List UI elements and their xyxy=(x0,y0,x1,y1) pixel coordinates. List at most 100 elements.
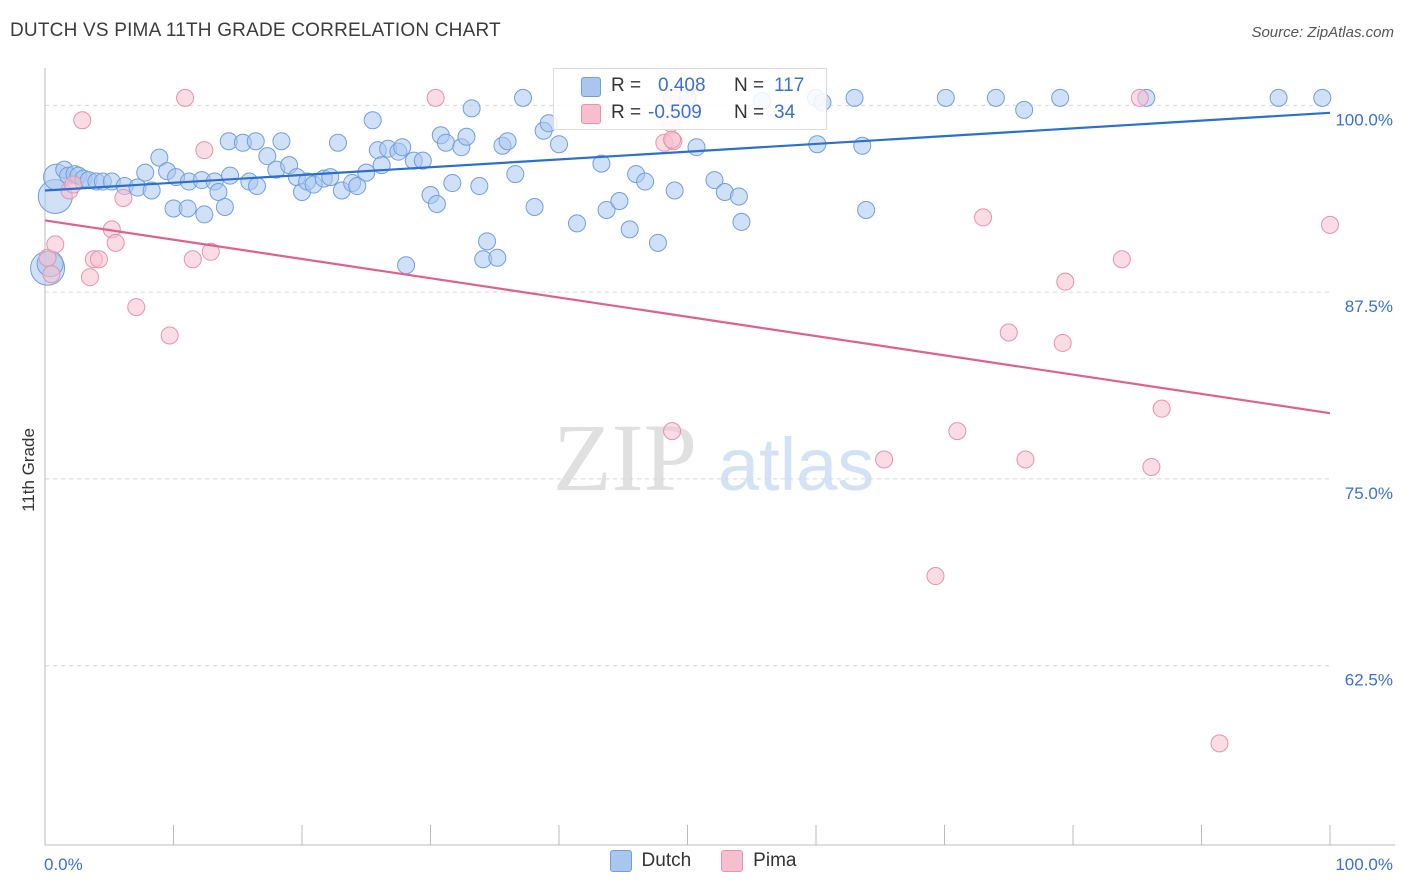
y-tick-label: 87.5% xyxy=(1345,297,1393,316)
pima-point xyxy=(1016,450,1035,469)
dutch-point xyxy=(462,99,481,118)
pima-point xyxy=(1210,734,1229,753)
source-credit: Source: ZipAtlas.com xyxy=(1251,24,1394,41)
dutch-point xyxy=(436,133,455,152)
pima-point xyxy=(426,88,445,107)
dutch-point xyxy=(328,133,347,152)
legend-item-pima[interactable]: Pima xyxy=(721,850,796,872)
pima-point xyxy=(80,268,99,287)
dutch-point xyxy=(567,214,586,233)
y-axis-label: 11th Grade xyxy=(19,428,38,512)
pima-point xyxy=(974,208,993,227)
pima-point xyxy=(663,422,682,441)
dutch-point xyxy=(729,187,748,206)
pima-point xyxy=(195,141,214,160)
pima-n-label: N = xyxy=(734,102,765,123)
pima-point xyxy=(1056,272,1075,291)
pima-point xyxy=(176,88,195,107)
dutch-point xyxy=(470,177,489,196)
dutch-point xyxy=(272,132,291,151)
legend-label-dutch: Dutch xyxy=(641,850,692,871)
y-tick-labels: 100.0% 87.5% 75.0% 62.5% xyxy=(1335,110,1393,689)
pima-point xyxy=(160,326,179,345)
x-tick-label: 0.0% xyxy=(44,855,83,874)
trend-layer xyxy=(44,111,1331,415)
pima-point xyxy=(201,242,220,261)
dutch-point xyxy=(1051,88,1070,107)
dutch-point xyxy=(397,256,416,275)
dutch-point xyxy=(457,127,476,146)
dutch-point xyxy=(550,135,568,154)
stats-box: R = 0.408 N = 117 R = -0.509 N = 34 xyxy=(553,68,827,130)
dutch-point xyxy=(246,132,265,151)
dutch-point xyxy=(1313,88,1332,107)
dutch-point xyxy=(498,132,517,151)
dutch-point xyxy=(636,172,655,191)
dutch-stats-swatch xyxy=(581,77,601,97)
dutch-point xyxy=(648,233,667,252)
pima-point xyxy=(1053,333,1072,352)
dutch-point xyxy=(620,220,639,239)
dutch-point xyxy=(525,197,544,216)
dutch-point xyxy=(514,88,533,107)
y-tick-label: 62.5% xyxy=(1345,671,1393,690)
dutch-point xyxy=(1269,88,1288,107)
dutch-point xyxy=(348,177,367,196)
y-tick-label: 75.0% xyxy=(1345,484,1393,503)
pima-point xyxy=(46,235,65,254)
dutch-point xyxy=(443,174,462,193)
pima-point xyxy=(1152,399,1171,418)
dutch-point xyxy=(393,138,412,157)
dutch-point xyxy=(136,163,155,182)
legend-label-pima: Pima xyxy=(753,850,797,871)
pima-point xyxy=(663,130,682,149)
pima-point xyxy=(1142,457,1161,476)
pima-point xyxy=(127,298,146,317)
pima-point xyxy=(1112,250,1131,269)
pima-point xyxy=(64,175,83,194)
watermark-atlas: atlas xyxy=(718,423,874,506)
pima-trend-line xyxy=(44,219,1331,415)
x-tick-label: 100.0% xyxy=(1335,855,1393,874)
dutch-point xyxy=(150,148,169,167)
dutch-point xyxy=(592,154,611,173)
pima-point xyxy=(89,250,108,269)
dutch-r-value: 0.408 xyxy=(658,75,706,96)
chart-title: DUTCH VS PIMA 11TH GRADE CORRELATION CHA… xyxy=(10,20,501,41)
y-tick-label: 100.0% xyxy=(1335,110,1393,129)
dutch-point xyxy=(687,138,706,157)
pima-point xyxy=(106,233,125,252)
legend-swatch-dutch xyxy=(609,850,632,872)
pima-n-value: 34 xyxy=(774,102,796,123)
dutch-point xyxy=(488,248,507,267)
dutch-point xyxy=(986,88,1005,107)
dutch-point xyxy=(142,181,161,200)
dutch-point xyxy=(845,88,864,107)
dutch-point xyxy=(597,200,616,219)
pima-point xyxy=(1321,215,1339,234)
pima-point xyxy=(73,111,92,130)
dutch-point xyxy=(665,181,684,200)
pima-point xyxy=(114,188,133,207)
legend-swatch-pima xyxy=(721,850,744,872)
pima-r-label: R = xyxy=(611,102,642,123)
pima-point xyxy=(926,567,945,586)
legend: Dutch Pima xyxy=(0,850,1406,872)
pima-point xyxy=(42,265,61,284)
pima-stats-swatch xyxy=(581,104,601,124)
dutch-point xyxy=(363,111,382,130)
dutch-point xyxy=(1015,100,1034,119)
x-tick-labels: 0.0% 100.0% xyxy=(44,855,1393,874)
pima-point xyxy=(948,422,967,441)
dutch-point xyxy=(321,168,340,187)
dutch-point xyxy=(178,199,197,218)
pima-point xyxy=(875,450,894,469)
legend-item-dutch[interactable]: Dutch xyxy=(609,850,692,872)
dutch-point xyxy=(705,171,724,190)
dutch-point xyxy=(258,147,277,166)
dutch-point xyxy=(857,200,876,219)
dutch-point xyxy=(195,205,214,224)
dutch-n-label: N = xyxy=(734,75,765,96)
dutch-point xyxy=(413,151,432,170)
